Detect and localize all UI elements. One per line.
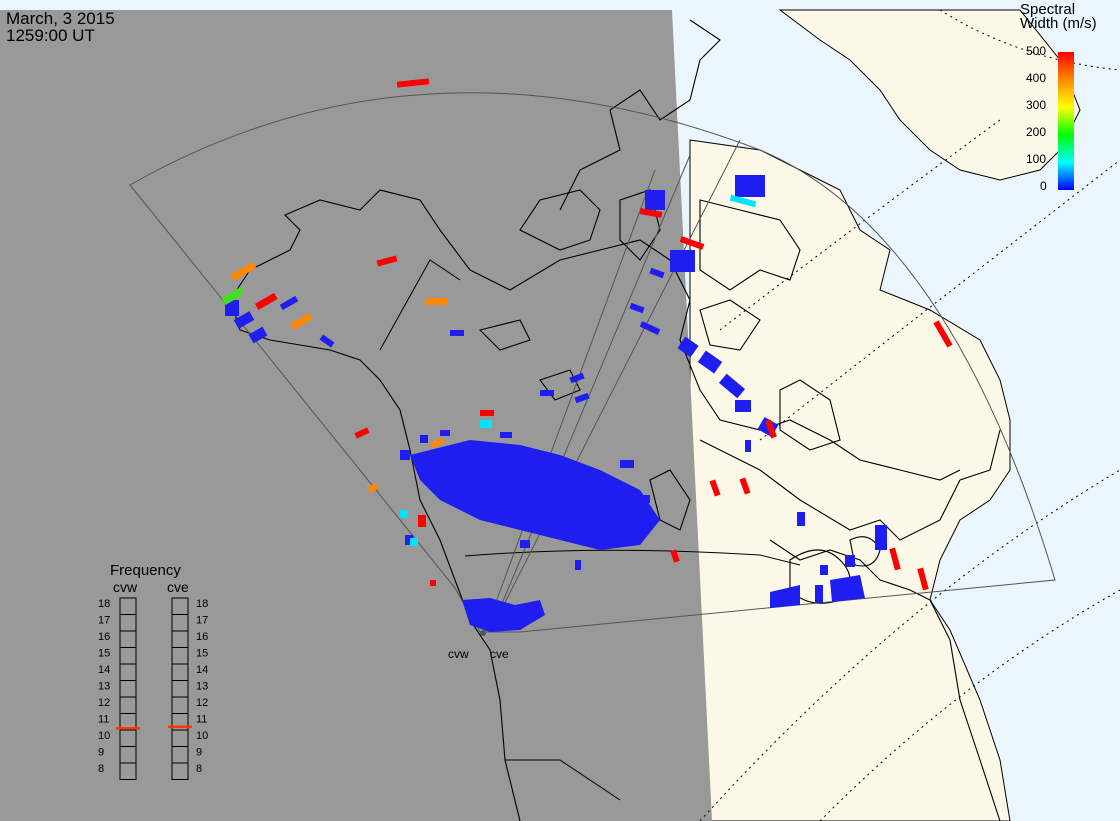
latitude-grid [699,9,1120,821]
frequency-scale-label: 15 [98,648,110,660]
scatter-near-range [462,598,545,632]
radar-stations: cvw cve [448,630,509,661]
frequency-scale-label: 8 [98,763,104,775]
radar-fov [129,92,1056,633]
frequency-scale-label: 9 [98,747,104,759]
frequency-scale-label: 10 [196,730,208,742]
colorbar-tick: 500 [1026,44,1046,58]
scatter-cluster-west [410,430,660,570]
colorbar-tick: 300 [1026,98,1046,112]
colorbar-title-2: Width (m/s) [1020,15,1097,32]
frequency-scale-label: 18 [196,598,208,610]
frequency-scale-label: 18 [98,598,110,610]
frequency-scale-label: 8 [196,763,202,775]
colorbar: Spectral Width (m/s) 500 400 300 200 100… [1020,1,1097,193]
scatter-beams [225,175,779,545]
frequency-scale-label: 14 [196,664,208,676]
frequency-cell [119,762,137,780]
frequency-scale-label: 12 [196,697,208,709]
frequency-title: Frequency [110,562,181,579]
colorbar-tick: 100 [1026,152,1046,166]
date-label: March, 3 2015 [6,9,115,28]
frequency-panel: Frequency cvw cve 18 17 16 15 14 13 12 11 10 9 8 18… [98,562,208,780]
radar-scatter [221,78,953,632]
frequency-scale-label: 10 [98,730,110,742]
scatter-mid-width [230,261,447,494]
time-label: 1259:00 UT [6,26,95,45]
frequency-col-cve: cve [167,579,189,595]
radar-label-cvw: cvw [448,647,469,661]
scatter-low-mid-width [400,194,757,546]
frequency-scale-label: 17 [98,615,110,627]
borders [379,259,801,801]
frequency-scale-label: 12 [98,697,110,709]
frequency-scale-label: 13 [98,681,110,693]
frequency-scale-label: 13 [196,681,208,693]
scatter-high-width [254,78,953,591]
radar-label-cve: cve [490,647,509,661]
timestamp: March, 3 2015 1259:00 UT [6,9,115,45]
colorbar-tick: 0 [1040,179,1047,193]
frequency-col-cvw: cvw [113,579,138,595]
frequency-scale-label: 15 [196,648,208,660]
scatter-green [221,287,245,305]
frequency-scale-label: 11 [98,714,109,726]
frequency-scale-label: 17 [196,615,208,627]
day-land [689,139,1011,821]
radar-site-cvw [480,630,486,636]
frequency-scale-label: 16 [196,631,208,643]
frequency-scale-label: 16 [98,631,110,643]
frequency-scale-label: 14 [98,664,110,676]
frequency-scale-label: 11 [196,714,207,726]
scatter-cluster-east [770,512,887,608]
frequency-cell [171,762,189,780]
colorbar-tick: 200 [1026,125,1046,139]
frequency-scale-label: 9 [196,747,202,759]
colorbar-title-1: Spectral [1020,1,1075,18]
colorbar-tick: 400 [1026,71,1046,85]
colorbar-gradient [1058,52,1074,190]
coastlines [229,19,1001,821]
